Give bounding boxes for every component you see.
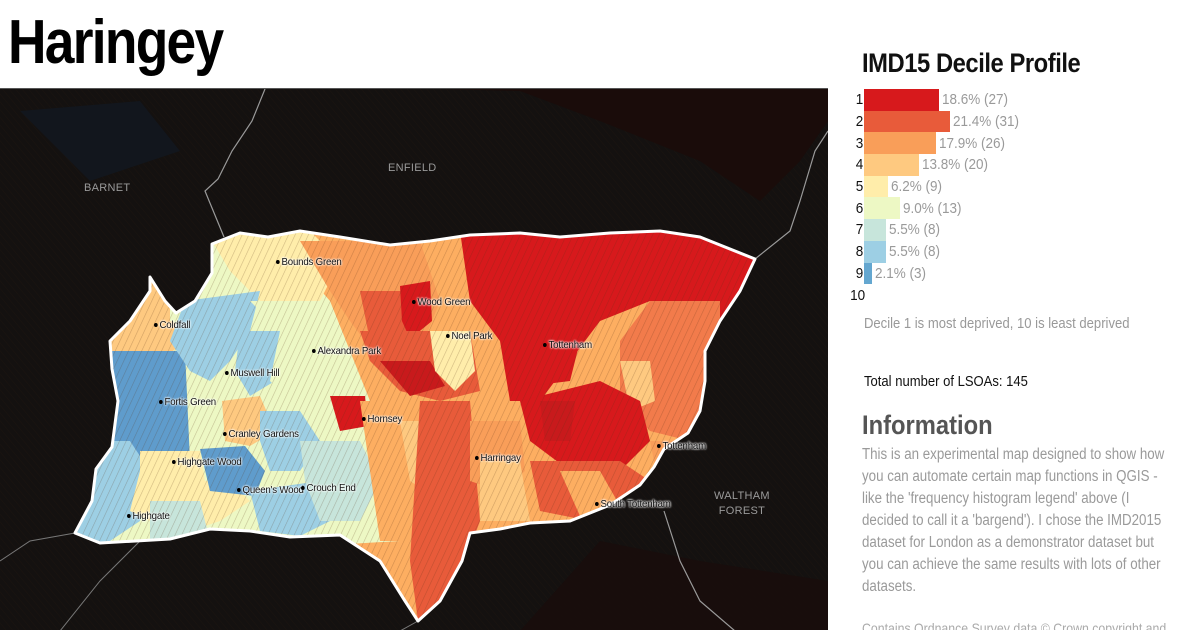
legend-row: 4 13.8% (20) xyxy=(848,154,1026,176)
info-heading: Information xyxy=(862,410,993,440)
legend-title: IMD15 Decile Profile xyxy=(862,48,1081,78)
legend-row: 3 17.9% (26) xyxy=(848,132,1026,155)
decile-number: 5 xyxy=(855,178,864,196)
decile-bar xyxy=(864,219,886,241)
place-dot-icon xyxy=(446,334,450,339)
total-lsoas: Total number of LSOAs: 145 xyxy=(864,374,1028,390)
place-label: Tottenham xyxy=(543,339,592,351)
decile-bar xyxy=(864,132,936,155)
place-dot-icon xyxy=(237,488,241,493)
decile-value: 9.0% (13) xyxy=(903,199,962,217)
place-label: Harringay xyxy=(475,452,521,464)
place-label: South Tottenham xyxy=(595,498,671,510)
decile-number: 1 xyxy=(855,91,864,109)
map-canvas xyxy=(0,89,828,630)
place-dot-icon xyxy=(543,343,547,348)
decile-bargend: 1 18.6% (27) 2 21.4% (31) 3 17.9% (26) 4… xyxy=(848,89,1026,306)
decile-number: 10 xyxy=(850,286,866,304)
borough-label-enfield: ENFIELD xyxy=(388,162,437,174)
decile-bar xyxy=(864,262,872,285)
place-label: Crouch End xyxy=(301,482,356,494)
legend-row: 9 2.1% (3) xyxy=(848,262,1026,285)
place-dot-icon xyxy=(657,444,661,449)
decile-value: 6.2% (9) xyxy=(891,178,943,196)
decile-number: 9 xyxy=(855,264,864,282)
place-label: Bounds Green xyxy=(276,256,342,268)
choropleth-map[interactable]: BARNET ENFIELD WALTHAM FOREST Bounds Gre… xyxy=(0,88,828,630)
place-dot-icon xyxy=(595,502,599,507)
place-dot-icon xyxy=(154,323,158,328)
decile-bar xyxy=(864,240,886,263)
decile-number: 2 xyxy=(855,113,864,131)
place-label: Alexandra Park xyxy=(312,345,381,357)
legend-row: 1 18.6% (27) xyxy=(848,89,1026,111)
place-label: Queen's Wood xyxy=(237,484,304,496)
decile-number: 7 xyxy=(855,221,864,239)
place-dot-icon xyxy=(312,349,316,354)
place-label: Highgate Wood xyxy=(172,456,242,468)
decile-note: Decile 1 is most deprived, 10 is least d… xyxy=(864,316,1130,332)
place-dot-icon xyxy=(301,486,305,491)
legend-row: 10 xyxy=(848,284,1026,306)
decile-value: 17.9% (26) xyxy=(939,134,1006,152)
legend-row: 8 5.5% (8) xyxy=(848,240,1026,263)
place-dot-icon xyxy=(225,371,229,376)
decile-value: 13.8% (20) xyxy=(922,156,989,174)
place-label: Highgate xyxy=(127,510,170,522)
place-dot-icon xyxy=(159,400,163,405)
decile-value: 5.5% (8) xyxy=(889,243,941,261)
page-title: Haringey xyxy=(8,8,224,77)
side-panel: IMD15 Decile Profile 1 18.6% (27) 2 21.4… xyxy=(828,0,1200,630)
place-label: Noel Park xyxy=(446,330,492,342)
decile-bar xyxy=(864,197,900,220)
place-dot-icon xyxy=(127,514,131,519)
decile-value: 2.1% (3) xyxy=(875,264,927,282)
decile-value: 18.6% (27) xyxy=(942,91,1009,109)
place-label: Hornsey xyxy=(362,413,402,425)
place-dot-icon xyxy=(172,460,176,465)
haringey-boundary xyxy=(73,229,757,623)
place-label: Cranley Gardens xyxy=(223,428,299,440)
decile-value: 21.4% (31) xyxy=(953,113,1020,131)
decile-number: 3 xyxy=(855,134,864,152)
decile-value: 5.5% (8) xyxy=(889,221,941,239)
decile-number: 6 xyxy=(855,199,864,217)
decile-number: 4 xyxy=(855,156,864,174)
place-dot-icon xyxy=(362,417,366,422)
borough-label-waltham-forest: WALTHAM FOREST xyxy=(714,490,770,517)
place-dot-icon xyxy=(475,456,479,461)
borough-label-barnet: BARNET xyxy=(84,182,131,194)
place-label: Muswell Hill xyxy=(225,367,279,379)
decile-number: 8 xyxy=(855,243,864,261)
place-dot-icon xyxy=(276,260,280,265)
place-dot-icon xyxy=(223,432,227,437)
copyright-notice: Contains Ordnance Survey data © Crown co… xyxy=(862,620,1167,630)
decile-bar xyxy=(864,89,939,111)
legend-row: 5 6.2% (9) xyxy=(848,175,1026,198)
info-text: This is an experimental map designed to … xyxy=(862,446,1165,595)
place-label: Coldfall xyxy=(154,319,190,331)
place-label: Wood Green xyxy=(412,296,470,308)
legend-row: 6 9.0% (13) xyxy=(848,197,1026,220)
decile-bar xyxy=(864,154,919,176)
place-label: Tottenham xyxy=(657,440,706,452)
decile-bar xyxy=(864,175,888,198)
place-dot-icon xyxy=(412,300,416,305)
legend-row: 2 21.4% (31) xyxy=(848,110,1026,133)
place-label: Fortis Green xyxy=(159,396,216,408)
decile-bar xyxy=(864,110,950,133)
legend-row: 7 5.5% (8) xyxy=(848,219,1026,241)
